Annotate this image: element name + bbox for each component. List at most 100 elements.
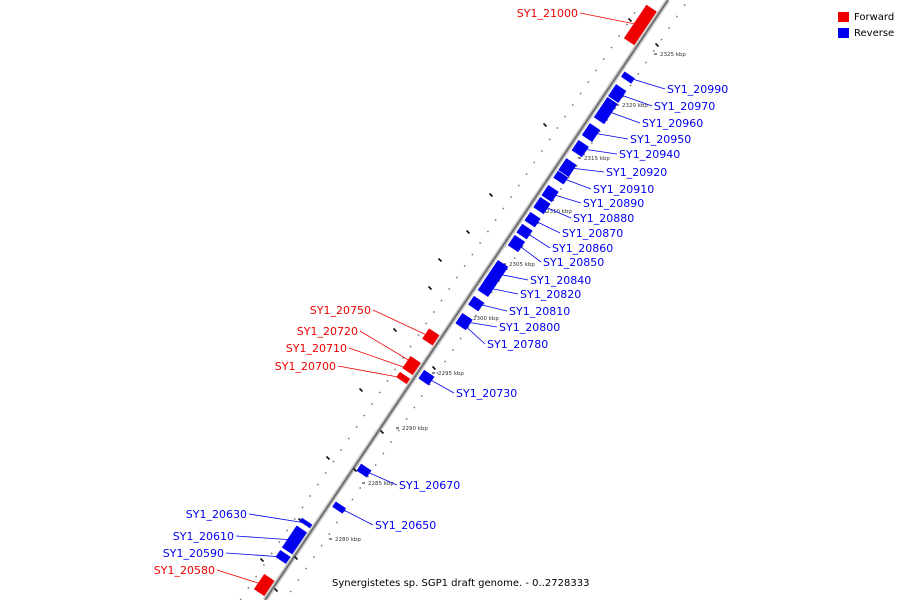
gene-feature[interactable]: SY1_20920 [558,158,668,179]
gene-leader-line [235,535,295,541]
gene-label[interactable]: SY1_20880 [573,212,634,225]
gene-feature[interactable]: SY1_20820 [477,278,581,301]
gene-label[interactable]: SY1_20860 [552,242,613,255]
scale-dot [286,529,288,532]
scale-dot [255,575,257,578]
gene-feature[interactable]: SY1_20940 [571,139,680,161]
gene-leader-line [590,132,629,140]
gene-feature[interactable]: SY1_20730 [418,369,518,400]
gene-feature[interactable]: SY1_20990 [620,71,728,96]
scale-dot [440,299,443,302]
gene-feature[interactable]: SY1_20960 [593,96,703,130]
forward-swatch [838,12,849,22]
gene-label[interactable]: SY1_20970 [654,100,715,113]
gene-arrow[interactable] [571,139,589,158]
gene-label[interactable]: SY1_20990 [667,83,728,96]
gene-feature[interactable]: SY1_20880 [533,196,635,225]
gene-label[interactable]: SY1_20610 [173,530,234,543]
gene-feature[interactable]: SY1_20710 [286,342,417,376]
scale-dot [579,92,582,95]
gene-label[interactable]: SY1_20650 [375,519,436,532]
gene-label[interactable]: SY1_20750 [310,304,371,317]
gene-feature[interactable]: SY1_20910 [553,170,655,196]
gene-feature[interactable]: SY1_20720 [297,325,421,370]
gene-feature[interactable]: SY1_20580 [154,564,275,597]
gene-label[interactable]: SY1_20700 [275,360,336,373]
gene-arrow[interactable] [402,362,417,376]
gene-feature[interactable]: SY1_20610 [173,525,308,555]
gene-arrow[interactable] [533,196,551,215]
scale-dot [652,50,655,52]
tick-label: 2325 kbp [660,52,686,58]
gene-label[interactable]: SY1_20780 [487,338,548,351]
scale-dot [413,406,416,409]
gene-label[interactable]: SY1_20630 [186,508,247,521]
gene-label[interactable]: SY1_20710 [286,342,347,355]
gene-feature[interactable]: SY1_20840 [484,259,592,288]
scale-dash [259,557,265,563]
scale-dot [494,219,497,221]
gene-leader-line [248,513,306,524]
scale-dash [437,257,443,263]
gene-label[interactable]: SY1_20730 [456,387,517,400]
gene-label[interactable]: SY1_20870 [562,227,623,240]
gene-label[interactable]: SY1_20940 [619,148,680,161]
gene-arrow[interactable] [593,96,618,125]
gene-feature[interactable]: SY1_20590 [163,547,291,564]
gene-feature[interactable]: SY1_20860 [516,223,614,255]
legend-forward-label: Forward [854,11,895,23]
scale-dot [452,349,454,351]
gene-feature[interactable]: SY1_21000 [517,4,657,46]
gene-feature[interactable]: SY1_20890 [541,184,645,210]
scale-dot [610,46,613,49]
gene-label[interactable]: SY1_20580 [154,564,215,577]
gene-label[interactable]: SY1_20840 [530,274,591,287]
gene-feature[interactable]: SY1_20630 [186,508,313,529]
gene-label[interactable]: SY1_20670 [399,479,460,492]
gene-label[interactable]: SY1_20820 [520,288,581,301]
gene-feature[interactable]: SY1_20810 [468,295,570,318]
gene-feature[interactable]: SY1_20950 [581,123,691,146]
scale-dot [668,27,671,29]
scale-dash [392,327,398,333]
gene-leader-line [476,303,508,312]
gene-arrow[interactable] [524,211,541,228]
gene-feature[interactable]: SY1_20700 [275,360,411,385]
gene-label[interactable]: SY1_20960 [642,117,703,130]
gene-arrow[interactable] [581,123,601,143]
gene-feature[interactable]: SY1_20670 [356,463,460,492]
gene-label[interactable]: SY1_20800 [499,321,560,334]
gene-leader-line [337,365,404,379]
gene-arrow[interactable] [477,278,497,298]
gene-label[interactable]: SY1_20850 [543,256,604,269]
gene-arrow[interactable] [558,158,577,178]
gene-arrow[interactable] [553,170,569,185]
gene-arrow[interactable] [356,463,372,478]
scale-dot [463,265,466,267]
scale-dot [270,552,273,555]
gene-label[interactable]: SY1_21000 [517,7,578,20]
gene-label[interactable]: SY1_20590 [163,547,224,560]
gene-feature[interactable]: SY1_20870 [524,211,623,240]
gene-feature[interactable]: SY1_20970 [607,84,715,113]
gene-label[interactable]: SY1_20920 [606,166,667,179]
gene-feature[interactable]: SY1_20780 [455,317,548,351]
gene-arrow[interactable] [607,84,627,104]
scale-dot [363,414,366,417]
tick-label: 2280 kbp [335,537,361,543]
gene-label[interactable]: SY1_20890 [583,197,644,210]
tick-label: 2320 kbp [622,103,648,109]
gene-label[interactable]: SY1_20810 [509,305,570,318]
scale-dot [602,58,605,60]
gene-leader-line [605,110,641,124]
gene-label[interactable]: SY1_20720 [297,325,358,338]
gene-feature[interactable]: SY1_20650 [332,501,437,532]
scale-dot [626,23,628,26]
gene-feature[interactable]: SY1_20750 [310,304,440,346]
gene-label[interactable]: SY1_20950 [630,133,691,146]
gene-leader-line [524,231,551,249]
scale-dot [328,533,331,535]
gene-label[interactable]: SY1_20910 [593,183,654,196]
gene-feature[interactable]: SY1_20850 [507,234,604,269]
gene-leader-line [549,193,582,204]
